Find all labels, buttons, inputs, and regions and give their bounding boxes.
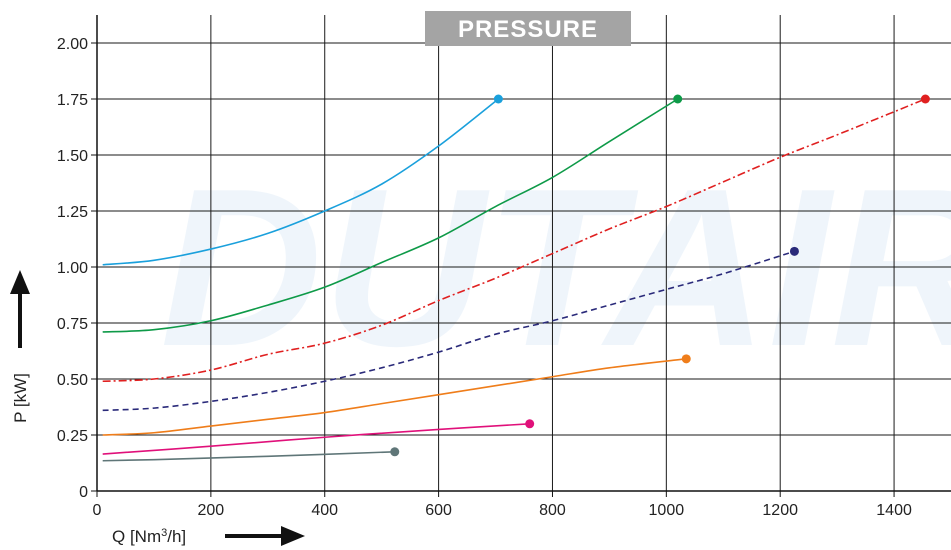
x-axis-label-superscript: 3 [161,527,167,539]
axes-layer [96,15,951,492]
y-axis-arrow [10,270,30,348]
x-tick-label: 1200 [762,502,798,519]
x-axis-arrow [225,526,305,546]
y-tick-label: 0 [79,484,88,501]
chart-title-badge [425,11,631,46]
series-end-point-7 [390,447,400,457]
y-tick-label: 1.50 [57,148,88,165]
x-axis-label-main: Q [Nm [112,527,161,546]
ticks-layer: 0 200 400 600 800 1000 1200 1400 0 0.25 0.50 0.75 1.… [57,36,912,519]
y-tick-label: 1.75 [57,92,88,109]
x-tick-label: 200 [198,502,225,519]
chart-title: PRESSURE [458,16,598,43]
y-tick-label: 1.00 [57,260,88,277]
y-tick-label: 2.00 [57,36,88,53]
series-line-1 [102,98,499,266]
y-tick-label: 0.25 [57,428,88,445]
x-tick-label: 800 [539,502,566,519]
y-tick-label: 0.50 [57,372,88,389]
x-axis-label-tail: /h] [167,527,186,546]
series-end-point-4 [789,246,799,256]
axis-labels-layer: Q [Nm3/h] P [kW] [10,270,305,546]
series-end-point-1 [493,94,503,104]
title-layer: PRESSURE [425,11,631,46]
series-layer [102,94,930,462]
x-tick-label: 1000 [649,502,685,519]
series-line-6 [102,423,530,455]
series-end-point-3 [920,94,930,104]
y-axis-label: P [kW] [11,373,30,423]
x-tick-label: 1400 [876,502,912,519]
y-tick-label: 0.75 [57,316,88,333]
x-tick-label: 600 [425,502,452,519]
series-line-2 [102,98,679,333]
y-tick-label: 1.25 [57,204,88,221]
series-line-3 [102,98,926,383]
series-line-4 [102,250,795,412]
x-tick-label: 400 [311,502,338,519]
series-end-point-5 [681,354,691,364]
x-axis-label: Q [Nm3/h] [112,527,186,546]
series-end-point-2 [673,94,683,104]
series-line-5 [102,358,687,436]
x-tick-label: 0 [93,502,102,519]
series-line-7 [102,451,395,462]
series-end-point-6 [525,419,535,429]
